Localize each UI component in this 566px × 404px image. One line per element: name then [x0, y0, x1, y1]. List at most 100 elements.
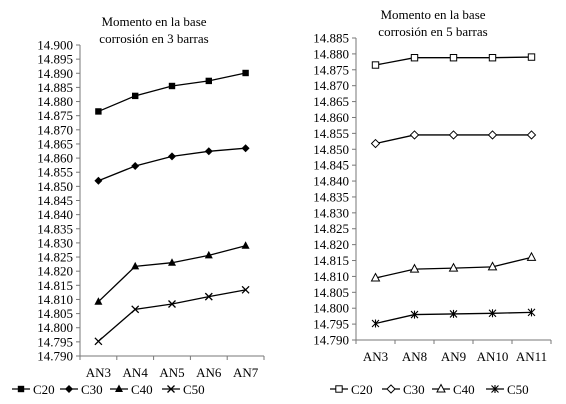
chart-2-y-tick-label: 14.815	[313, 253, 349, 268]
chart-2-series-c50-point	[527, 308, 536, 317]
chart-2-series-c40-point	[409, 263, 420, 273]
chart-2-y-tick-label: 14.810	[313, 269, 349, 284]
chart-2-legend-c20-label: C20	[351, 382, 373, 397]
chart-2-legend-c20-swatch-marker	[335, 385, 343, 393]
chart-2-series-c50-point	[371, 319, 380, 328]
chart-2-y-tick-label: 14.875	[313, 62, 349, 77]
chart-2-y-tick-label: 14.790	[313, 333, 349, 348]
chart-2-y-tick-label: 14.855	[313, 126, 349, 141]
chart-2-x-tick-label: AN3	[363, 349, 388, 364]
chart-2-series-c30-point	[448, 130, 459, 140]
chart-2-x-tick-label: AN10	[477, 349, 509, 364]
chart-1-legend-c30-swatch-marker	[65, 385, 73, 393]
chart-1-y-tick-label: 14.885	[37, 80, 73, 95]
chart-1-y-tick-label: 14.805	[37, 306, 73, 321]
chart-2-series-c20-point	[449, 54, 458, 62]
chart-1-y-tick-label: 14.810	[37, 292, 73, 307]
chart-2-x-tick-label: AN8	[402, 349, 427, 364]
chart-1-legend-c40-label: C40	[131, 382, 153, 397]
chart-1-y-tick-label: 14.850	[37, 179, 73, 194]
chart-1-series-c20-line	[98, 72, 246, 113]
chart-1-series-c50-point	[168, 300, 176, 308]
chart-2-series-c20-point	[527, 53, 536, 61]
chart-1-y-tick-label: 14.860	[37, 151, 73, 166]
chart-2-legend-c30-label: C30	[403, 382, 425, 397]
chart-2-y-tick-label: 14.885	[313, 31, 349, 46]
chart-2-series-c50-point	[449, 309, 458, 318]
chart-2-series-c30-point	[526, 130, 537, 140]
chart-2-legend-c50-swatch-marker	[491, 385, 499, 393]
chart-1-series-c40-point	[131, 261, 140, 270]
chart-2-y-tick-label: 14.850	[313, 142, 349, 157]
chart-1-series-c40-point	[241, 241, 250, 249]
chart-2-x-tick-label: AN11	[516, 349, 547, 364]
chart-2-legend-c50-label: C50	[507, 382, 529, 397]
chart-1-title-line-1: Momento en la base	[101, 14, 206, 29]
chart-1-y-tick-label: 14.855	[37, 165, 73, 180]
chart-1-series-c40-point	[94, 297, 103, 305]
chart-1-x-tick-label: AN5	[159, 365, 184, 380]
chart-2-legend-c40-swatch-marker	[436, 383, 446, 393]
chart-1-y-tick-label: 14.825	[37, 250, 73, 265]
chart-2-series-c50-point	[488, 309, 497, 318]
chart-1-x-tick-label: AN7	[233, 365, 259, 380]
chart-2-y-tick-label: 14.880	[313, 46, 349, 61]
chart-1-legend-c40-swatch-marker	[115, 384, 123, 392]
chart-2-legend-c30-swatch-marker	[386, 384, 396, 394]
chart-1-y-tick-label: 14.795	[37, 334, 73, 349]
chart-2-series-c30-point	[487, 130, 498, 140]
chart-1-x-tick-label: AN6	[196, 365, 222, 380]
chart-1-series-c30-point	[241, 144, 250, 153]
chart-1-y-tick-label: 14.890	[37, 66, 73, 81]
chart-2-y-tick-label: 14.860	[313, 110, 349, 125]
chart-2-series-c50-point	[410, 310, 419, 319]
chart-1-legend-c20-swatch-marker	[17, 385, 25, 393]
chart-1-y-tick-label: 14.895	[37, 52, 73, 67]
chart-1-series-c50-point	[94, 337, 103, 346]
chart-1-y-tick-label: 14.865	[37, 136, 73, 151]
chart-2-series-c40-point	[526, 251, 537, 261]
chart-1-y-tick-label: 14.900	[37, 38, 73, 53]
chart-1-y-tick-label: 14.880	[37, 94, 73, 109]
chart-2-y-tick-label: 14.865	[313, 94, 349, 109]
chart-2-series-c30-point	[370, 138, 381, 149]
chart-2-legend-c40-label: C40	[453, 382, 475, 397]
chart-2-y-tick-label: 14.835	[313, 189, 349, 204]
chart-1-series-c20-point	[205, 77, 212, 85]
chart-2-series-c40-point	[487, 261, 498, 271]
chart-1-y-tick-label: 14.800	[37, 320, 73, 335]
chart-2-series-c40-point	[448, 262, 459, 272]
chart-1-legend-c30-label: C30	[81, 382, 103, 397]
chart-2-y-tick-label: 14.805	[313, 285, 349, 300]
chart-1-series-c50-point	[131, 305, 140, 314]
chart-1-series-c30-point	[168, 152, 176, 161]
chart-2-y-tick-label: 14.795	[313, 317, 349, 332]
chart-1-series-c50-line	[97, 289, 246, 342]
chart-2-series-c20-point	[371, 61, 380, 69]
chart-2-y-tick-label: 14.845	[313, 158, 349, 173]
chart-1-y-tick-label: 14.820	[37, 264, 73, 279]
chart-1-y-tick-label: 14.790	[37, 349, 73, 364]
chart-1-y-tick-label: 14.840	[37, 207, 73, 222]
chart-2-series-c20-point	[488, 54, 497, 62]
chart-1-series-c20-point	[168, 82, 176, 90]
chart-1-y-tick-label: 14.870	[37, 122, 73, 137]
chart-1-series-c30-point	[131, 162, 140, 171]
chart-1-y-tick-label: 14.875	[37, 108, 73, 123]
chart-2-x-tick-label: AN9	[441, 349, 466, 364]
chart-1-y-tick-label: 14.830	[37, 235, 73, 250]
chart-1-y-tick-label: 14.845	[37, 193, 73, 208]
chart-1-series-c40-point	[168, 258, 176, 266]
chart-2-y-tick-label: 14.840	[313, 174, 349, 189]
chart-1-legend-c20-label: C20	[33, 382, 55, 397]
chart-2-y-tick-label: 14.800	[313, 301, 349, 316]
chart-2-y-tick-label: 14.820	[313, 237, 349, 252]
chart-1-title-line-2: corrosión en 3 barras	[99, 31, 208, 46]
chart-2-title-line-1: Momento en la base	[380, 7, 485, 22]
chart-1-legend-c50-swatch-marker	[167, 385, 175, 393]
chart-1-series-c30-point	[94, 176, 103, 185]
chart-1-y-tick-label: 14.815	[37, 278, 73, 293]
chart-1-x-tick-label: AN3	[86, 365, 111, 380]
chart-2-title-line-2: corrosión en 5 barras	[378, 24, 487, 39]
